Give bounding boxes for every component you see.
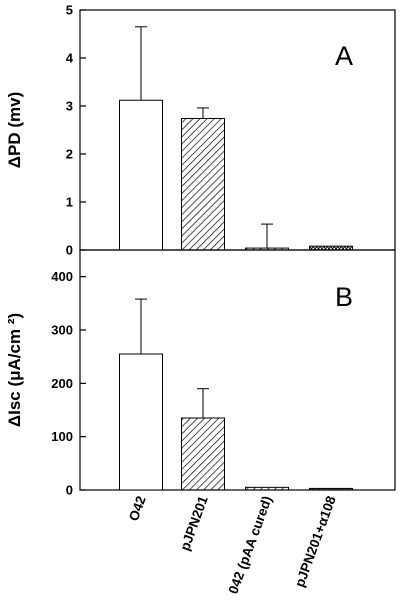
y-axis-title: ΔIsc (μA/cm ²) <box>5 313 24 427</box>
error-bars <box>135 26 273 249</box>
category-labels: O42 pJPN201 042 (pAA cured) pJPN201+α108 <box>126 493 339 595</box>
y-axis-title: ΔPD (mv) <box>5 92 24 168</box>
category-label: 042 (pAA cured) <box>225 494 274 596</box>
bar <box>119 353 163 491</box>
y-tick-label: 5 <box>66 3 73 18</box>
y-tick-label: 4 <box>66 51 74 66</box>
y-tick-label: 400 <box>51 269 73 284</box>
bar <box>181 417 225 491</box>
y-axis-ticks: 0 1 2 3 4 5 <box>66 3 86 258</box>
y-axis-ticks: 0 100 200 300 400 <box>51 269 86 498</box>
plot-frame <box>79 249 396 491</box>
panel-label: B <box>335 282 353 312</box>
y-tick-label: 200 <box>51 376 73 391</box>
category-label: pJPN201+α108 <box>292 493 339 589</box>
y-tick-label: 2 <box>66 147 73 162</box>
bar <box>181 117 225 251</box>
bars <box>119 99 353 251</box>
panel-label: A <box>335 41 353 71</box>
y-tick-label: 100 <box>51 429 73 444</box>
bar <box>245 486 289 491</box>
category-label: O42 <box>126 494 149 523</box>
y-tick-label: 1 <box>66 195 73 210</box>
y-tick-label: 0 <box>66 483 73 498</box>
y-tick-label: 3 <box>66 99 73 114</box>
bar <box>309 487 353 491</box>
panel-a: A ΔPD (mv) 0 1 2 3 4 5 <box>5 3 396 258</box>
bar <box>119 99 163 251</box>
y-tick-label: 300 <box>51 323 73 338</box>
panel-b: B ΔIsc (μA/cm ²) 0 100 200 300 400 <box>5 249 396 498</box>
error-bars <box>135 298 209 418</box>
bars <box>119 353 353 491</box>
category-label: pJPN201 <box>177 493 211 552</box>
y-tick-label: 0 <box>66 243 73 258</box>
